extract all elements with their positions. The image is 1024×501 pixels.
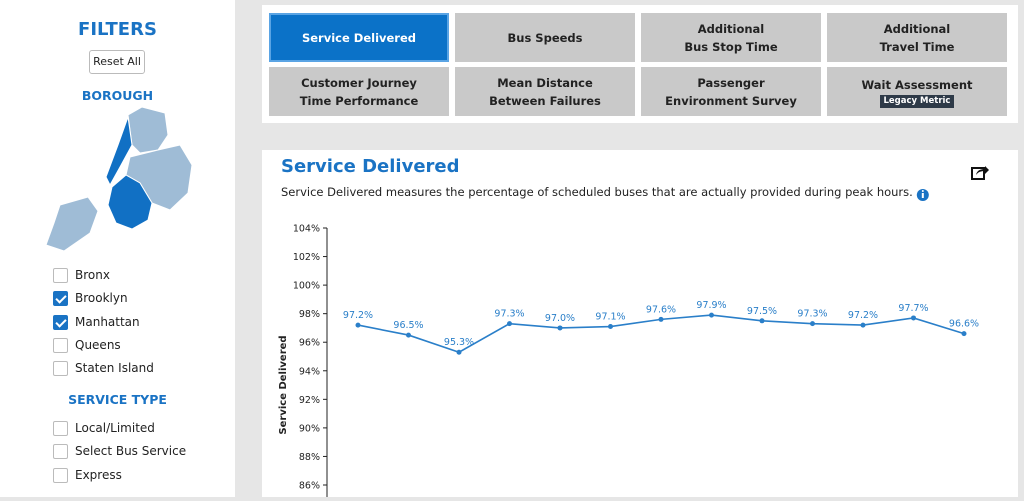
tab-label: Environment Survey <box>665 93 797 108</box>
sidebar: FILTERS Reset All BOROUGH Bronx Brooklyn M… <box>0 0 235 497</box>
y-tick-label: 90% <box>299 423 320 434</box>
data-label: 97.9% <box>696 300 726 311</box>
option-label: Queens <box>75 337 121 352</box>
chart: Service Delivered Service Delivered meas… <box>278 156 989 497</box>
chart-panel: Service Delivered Service Delivered meas… <box>262 150 1018 497</box>
data-label: 97.2% <box>848 310 878 321</box>
data-point <box>709 312 714 318</box>
checkbox[interactable] <box>53 361 68 377</box>
option-label: Staten Island <box>75 361 154 376</box>
data-label: 97.3% <box>494 309 524 320</box>
option-label: Select Bus Service <box>75 444 187 459</box>
data-point <box>658 316 664 322</box>
map-staten-island <box>45 196 99 252</box>
data-point <box>961 331 967 337</box>
data-point <box>810 321 815 327</box>
borough-heading: BOROUGH <box>81 88 154 103</box>
tab-label: Wait Assessment <box>861 77 973 92</box>
chart-title: Service Delivered <box>281 156 460 177</box>
checkbox[interactable] <box>53 337 68 353</box>
data-label: 97.2% <box>343 310 373 321</box>
y-tick-label: 102% <box>293 252 320 263</box>
tab[interactable]: Bus Speeds <box>455 13 635 62</box>
map-bronx <box>127 106 169 154</box>
data-point <box>355 322 361 328</box>
data-point <box>911 315 916 321</box>
data-label: 97.1% <box>595 312 625 323</box>
option-label: Express <box>75 467 122 482</box>
tab[interactable]: Passenger Environment Survey <box>641 67 821 116</box>
y-axis-label: Service Delivered <box>278 335 289 434</box>
data-point <box>406 332 411 338</box>
map-manhattan <box>105 116 133 187</box>
data-point <box>860 322 866 328</box>
y-tick-label: 104% <box>293 224 320 235</box>
checkbox[interactable] <box>53 421 68 436</box>
checkbox[interactable] <box>53 314 68 330</box>
data-label: 97.3% <box>797 309 827 320</box>
tab[interactable]: Additional Bus Stop Time <box>641 13 821 62</box>
tab-label: Bus Speeds <box>507 30 583 45</box>
data-label: 97.7% <box>898 303 928 314</box>
borough-map <box>45 106 193 252</box>
option-label: Local/Limited <box>75 421 155 435</box>
tabs-panel: Service Delivered Bus Speeds Additional Bus… <box>262 5 1018 123</box>
y-tick-label: 86% <box>299 481 320 492</box>
data-label: 97.0% <box>545 313 575 324</box>
tab-label: Customer Journey <box>301 75 417 90</box>
share-icon[interactable] <box>971 166 989 180</box>
checkbox[interactable] <box>53 268 68 283</box>
y-tick-label: 92% <box>299 395 320 406</box>
y-tick-label: 96% <box>299 338 320 349</box>
reset-button[interactable]: Reset All <box>89 50 145 74</box>
tab[interactable]: Additional Travel Time <box>827 13 1007 62</box>
data-point <box>608 324 613 330</box>
tab-label: Between Failures <box>489 93 601 108</box>
chart-subtitle: Service Delivered measures the percentag… <box>281 185 913 199</box>
data-label: 97.6% <box>646 304 676 315</box>
tab-label: Service Delivered <box>301 30 417 45</box>
tab[interactable]: Mean Distance Between Failures <box>455 67 635 116</box>
info-icon[interactable] <box>916 189 929 201</box>
tab[interactable]: Wait Assessment Legacy Metric <box>827 67 1007 116</box>
tab-label: Time Performance <box>299 93 419 108</box>
tab-label: Additional <box>883 21 951 36</box>
tab-label: Additional <box>697 21 765 36</box>
checkbox[interactable] <box>53 467 68 483</box>
legacy-badge: Legacy Metric <box>879 94 955 108</box>
tab-label: Bus Stop Time <box>684 39 778 54</box>
tab-label: Passenger <box>697 75 765 90</box>
data-point <box>557 325 563 331</box>
data-label: 96.6% <box>949 319 979 330</box>
tab-label: Mean Distance <box>497 75 593 90</box>
y-tick-label: 100% <box>293 281 320 292</box>
filters-title: FILTERS <box>78 19 157 40</box>
option-label: Brooklyn <box>75 291 128 306</box>
data-label: 97.5% <box>747 306 777 317</box>
service-type-heading: SERVICE TYPE <box>68 392 167 407</box>
data-label: 96.5% <box>393 320 423 331</box>
tab[interactable]: Service Delivered <box>269 13 449 62</box>
data-point <box>759 318 765 324</box>
checkbox[interactable] <box>53 444 68 460</box>
data-label: 95.3% <box>444 337 474 348</box>
y-tick-label: 94% <box>299 366 320 377</box>
tab[interactable]: Customer Journey Time Performance <box>269 67 449 116</box>
option-label: Manhattan <box>75 314 140 329</box>
y-tick-label: 88% <box>299 452 320 463</box>
data-point <box>507 321 512 327</box>
checkbox[interactable] <box>53 291 68 307</box>
map-brooklyn <box>107 174 153 230</box>
option-label: Bronx <box>75 268 110 282</box>
tab-label: Travel Time <box>879 39 955 54</box>
data-point <box>456 349 462 355</box>
y-tick-label: 98% <box>299 309 320 320</box>
